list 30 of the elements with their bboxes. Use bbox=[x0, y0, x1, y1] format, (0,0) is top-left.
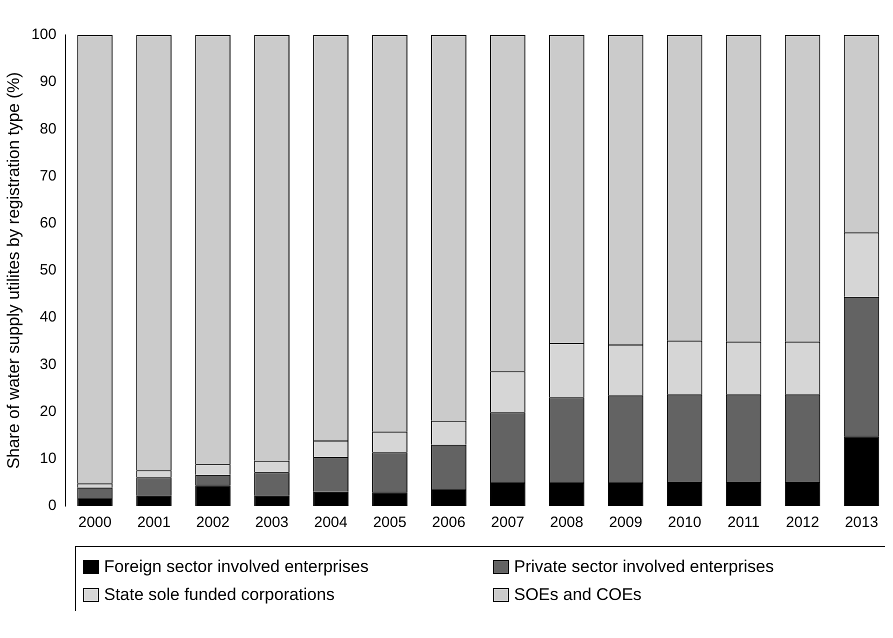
x-tick-label: 2011 bbox=[727, 514, 760, 532]
x-tick-label: 2008 bbox=[550, 514, 584, 532]
x-tick-label: 2013 bbox=[844, 514, 878, 532]
y-tick-label: 40 bbox=[40, 308, 56, 326]
y-tick-label: 10 bbox=[40, 450, 56, 468]
x-tick-label: 2005 bbox=[373, 514, 406, 532]
y-tick-label: 70 bbox=[40, 167, 56, 184]
y-tick-label: 100 bbox=[31, 26, 56, 44]
x-tick-label: 2007 bbox=[491, 514, 524, 532]
legend-label: State sole funded corporations bbox=[104, 585, 335, 605]
x-tick-label: 2002 bbox=[196, 514, 230, 532]
y-tick-label: 0 bbox=[48, 497, 56, 514]
legend-label: SOEs and COEs bbox=[514, 585, 642, 605]
x-tick-label: 2009 bbox=[608, 514, 642, 532]
x-tick-label: 2003 bbox=[255, 514, 289, 532]
y-tick-label: 30 bbox=[40, 356, 56, 373]
y-tick-label: 60 bbox=[40, 214, 56, 232]
y-tick-label: 50 bbox=[40, 262, 56, 279]
y-tick-label: 80 bbox=[40, 120, 56, 138]
y-axis-title: Share of water supply utilites by registration type (%) bbox=[4, 72, 23, 469]
x-tick-label: 2012 bbox=[786, 514, 820, 532]
x-tick-label: 2006 bbox=[432, 514, 466, 532]
legend-label: Foreign sector involved enterprises bbox=[104, 557, 369, 577]
y-tick-label: 20 bbox=[40, 402, 56, 420]
x-tick-label: 2000 bbox=[78, 514, 112, 532]
legend-label: Private sector involved enterprises bbox=[514, 557, 774, 577]
y-tick-label: 90 bbox=[40, 73, 56, 90]
x-tick-label: 2010 bbox=[668, 514, 702, 532]
x-tick-label: 2001 bbox=[137, 514, 171, 532]
x-tick-label: 2004 bbox=[314, 514, 348, 532]
